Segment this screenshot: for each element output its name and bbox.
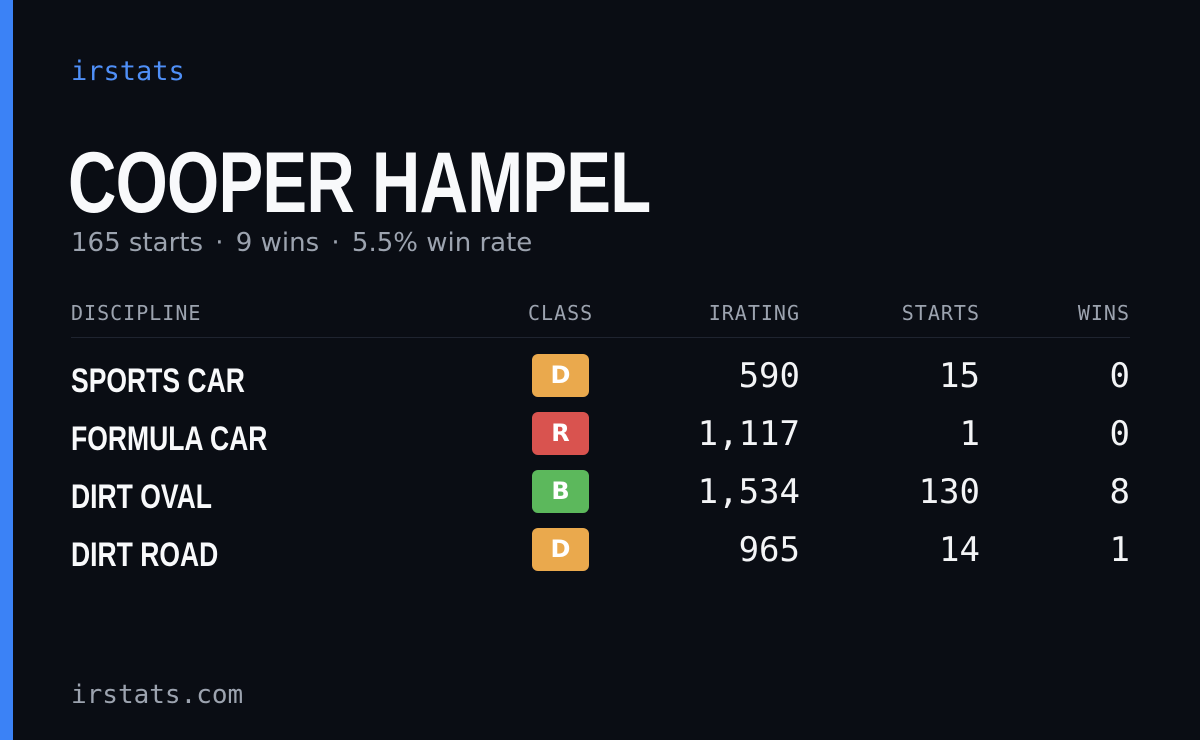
irating-value: 590	[738, 356, 800, 396]
accent-bar	[0, 0, 13, 740]
table-row: SPORTS CAR D 590 15 0	[71, 354, 1130, 412]
class-badge: B	[532, 470, 589, 513]
wins-value: 1	[1109, 530, 1130, 570]
header-irating: IRATING	[708, 301, 800, 325]
irating-value: 1,117	[697, 414, 800, 454]
irating-value: 1,534	[697, 472, 800, 512]
table-row: DIRT ROAD D 965 14 1	[71, 528, 1130, 586]
discipline-name: FORMULA CAR	[71, 420, 268, 458]
discipline-name: DIRT ROAD	[71, 536, 219, 574]
discipline-name: DIRT OVAL	[71, 478, 212, 516]
irating-value: 965	[738, 530, 800, 570]
driver-name: COOPER HAMPEL	[68, 135, 651, 231]
header-starts: STARTS	[901, 301, 980, 325]
header-class: CLASS	[528, 301, 594, 325]
starts-value: 130	[918, 472, 980, 512]
header-discipline: DISCIPLINE	[71, 301, 202, 325]
summary-separator: ·	[331, 228, 340, 258]
class-badge: D	[532, 528, 589, 571]
summary-starts: 165 starts	[71, 228, 203, 258]
summary-win-rate: 5.5% win rate	[351, 228, 533, 258]
summary-separator: ·	[215, 228, 224, 258]
table-row: DIRT OVAL B 1,534 130 8	[71, 470, 1130, 528]
starts-value: 14	[939, 530, 980, 570]
table-body: SPORTS CAR D 590 15 0 FORMULA CAR R 1,11…	[71, 338, 1130, 586]
table-header: DISCIPLINE CLASS IRATING STARTS WINS	[71, 298, 1130, 338]
footer-url: irstats.com	[71, 680, 244, 710]
wins-value: 8	[1109, 472, 1130, 512]
discipline-name: SPORTS CAR	[71, 362, 245, 400]
class-badge: R	[532, 412, 589, 455]
starts-value: 1	[959, 414, 980, 454]
header-wins: WINS	[1077, 301, 1130, 325]
class-badge: D	[532, 354, 589, 397]
starts-value: 15	[939, 356, 980, 396]
wins-value: 0	[1109, 414, 1130, 454]
summary-wins: 9 wins	[235, 228, 320, 258]
table-row: FORMULA CAR R 1,117 1 0	[71, 412, 1130, 470]
driver-summary: 165 starts · 9 wins · 5.5% win rate	[71, 228, 532, 258]
discipline-table: DISCIPLINE CLASS IRATING STARTS WINS SPO…	[71, 298, 1130, 586]
brand-logo: irstats	[71, 56, 185, 87]
wins-value: 0	[1109, 356, 1130, 396]
